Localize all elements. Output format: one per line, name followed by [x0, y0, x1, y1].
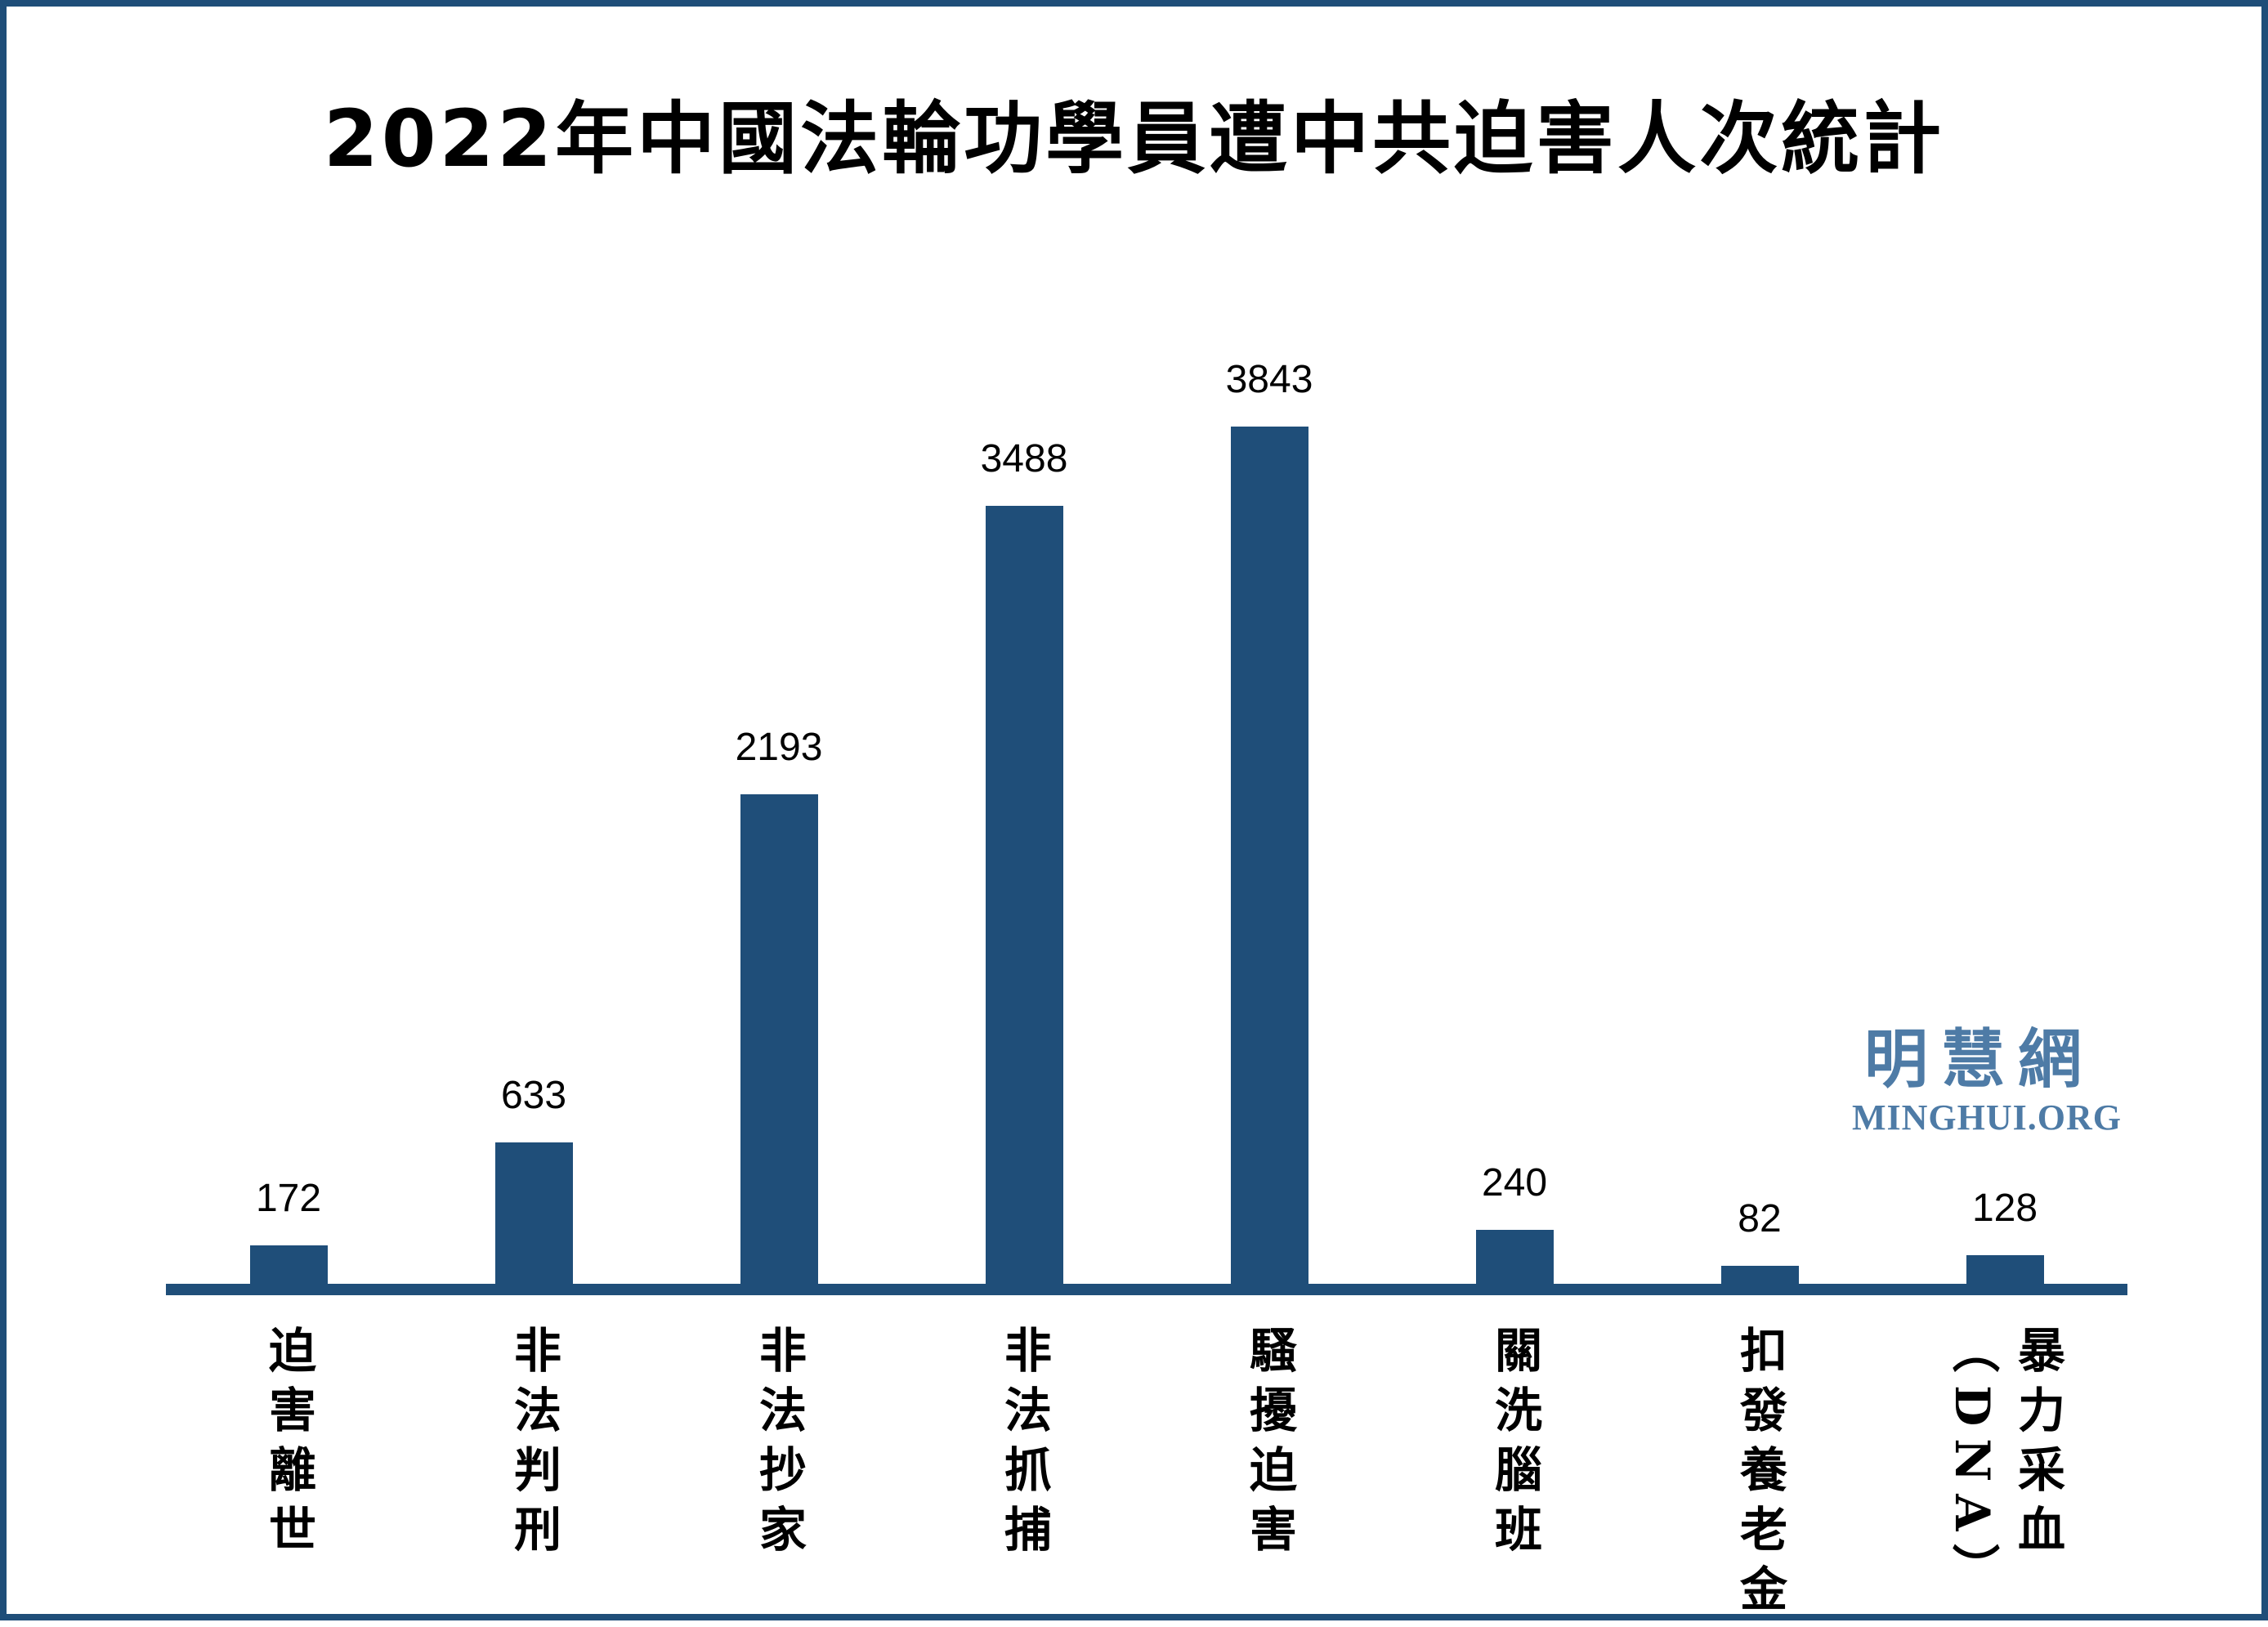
bar [494, 1142, 573, 1284]
category-label-column: 非法抓捕 [996, 1325, 1052, 1564]
category-label: 關洗腦班 [1486, 1325, 1543, 1564]
bar-value-label: 240 [1481, 1161, 1548, 1205]
x-axis-line [166, 1284, 2127, 1295]
bar-value-label: 82 [1738, 1197, 1782, 1240]
category-label-column: 非法判刑 [506, 1325, 561, 1564]
bar [1720, 1266, 1799, 1284]
category-label: 暴力采血 （DNA） [1944, 1325, 2066, 1602]
bar [740, 794, 818, 1284]
bar-value-label: 3843 [1225, 358, 1313, 401]
bar [1475, 1230, 1554, 1284]
bar-value-label: 2193 [735, 726, 823, 769]
watermark-site-url: MINGHUI.ORG [1852, 1097, 2122, 1138]
bar [1966, 1255, 2044, 1284]
chart-title: 2022年中國法輪功學員遭中共迫害人次統計 [323, 93, 1945, 185]
bar-value-label: 633 [500, 1074, 567, 1117]
category-label-column: 扣發養老金 [1732, 1325, 1787, 1624]
watermark: 明慧網 MINGHUI.ORG [1852, 1023, 2122, 1138]
category-label: 騷擾迫害 [1241, 1325, 1298, 1564]
plot-area: 172 迫害離世 633 非法判刑 2193 非法抄家 3488 非法抓捕 3843 騷擾迫害 24… [7, 7, 2268, 1627]
bar [249, 1245, 328, 1284]
category-label-column: 關洗腦班 [1487, 1325, 1542, 1564]
category-label: 非法抄家 [750, 1325, 807, 1564]
watermark-cjk-logo: 明慧網 [1863, 1023, 2095, 1097]
bar-value-label: 3488 [980, 437, 1068, 481]
category-label-column: 迫害離世 [261, 1325, 316, 1564]
bar-value-label: 128 [1971, 1187, 2038, 1230]
bar [1230, 427, 1308, 1284]
category-label-column: 騷擾迫害 [1241, 1325, 1297, 1564]
category-label-column: 非法抄家 [751, 1325, 807, 1564]
category-label-column: 暴力采血 [2010, 1325, 2065, 1564]
bar [985, 506, 1063, 1284]
category-label: 非法抓捕 [995, 1325, 1053, 1564]
bar-value-label: 172 [255, 1177, 322, 1220]
category-label: 非法判刑 [505, 1325, 562, 1564]
category-label: 迫害離世 [260, 1325, 317, 1564]
category-label-column: （DNA） [1944, 1325, 2000, 1603]
category-label: 扣發養老金 [1731, 1325, 1788, 1624]
